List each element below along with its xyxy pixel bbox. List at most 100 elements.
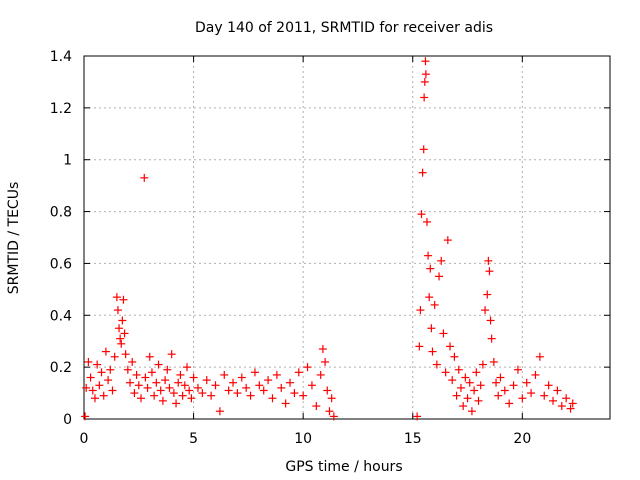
data-point xyxy=(187,394,196,403)
data-point xyxy=(321,357,330,366)
data-point xyxy=(509,381,518,390)
x-axis-label: GPS time / hours xyxy=(285,459,402,475)
data-point xyxy=(522,378,531,387)
data-point xyxy=(527,389,536,398)
data-point xyxy=(425,293,434,302)
tick-labels: 0 5 10 15 20 0 0.2 0.4 0.6 0.8 1 1.2 1.4 xyxy=(50,49,532,447)
y-tick-label: 0 xyxy=(63,412,72,428)
data-point xyxy=(150,391,159,400)
data-point xyxy=(229,378,238,387)
data-points xyxy=(81,57,577,421)
data-point xyxy=(419,145,428,154)
data-point xyxy=(307,381,316,390)
data-point xyxy=(123,365,132,374)
data-point xyxy=(424,251,433,260)
grid-lines xyxy=(84,56,610,419)
data-point xyxy=(255,381,264,390)
data-point xyxy=(318,344,327,353)
data-point xyxy=(126,378,135,387)
data-point xyxy=(421,57,430,66)
data-point xyxy=(185,386,194,395)
data-point xyxy=(549,396,558,405)
data-point xyxy=(439,329,448,338)
data-point xyxy=(327,394,336,403)
data-point xyxy=(420,77,429,86)
data-point xyxy=(492,378,501,387)
data-point xyxy=(165,383,174,392)
data-point xyxy=(325,407,334,416)
data-point xyxy=(544,381,553,390)
data-point xyxy=(463,394,472,403)
data-point xyxy=(415,342,424,351)
data-point xyxy=(211,381,220,390)
data-point xyxy=(88,386,97,395)
data-point xyxy=(446,342,455,351)
data-point xyxy=(86,373,95,382)
data-point xyxy=(443,236,452,245)
data-point xyxy=(118,316,127,325)
data-point xyxy=(485,267,494,276)
data-point xyxy=(474,396,483,405)
data-point xyxy=(220,370,229,379)
data-point xyxy=(329,412,338,421)
data-point xyxy=(430,300,439,309)
data-point xyxy=(147,368,156,377)
data-point xyxy=(224,386,233,395)
data-point xyxy=(478,360,487,369)
data-point xyxy=(82,383,91,392)
data-point xyxy=(193,383,202,392)
data-point xyxy=(518,394,527,403)
data-point xyxy=(421,70,430,79)
data-point xyxy=(486,316,495,325)
data-point xyxy=(152,378,161,387)
data-point xyxy=(90,394,99,403)
data-point xyxy=(489,357,498,366)
data-point xyxy=(121,350,130,359)
data-point xyxy=(202,376,211,385)
data-point xyxy=(459,402,468,411)
data-point xyxy=(143,383,152,392)
data-point xyxy=(183,363,192,372)
data-point xyxy=(435,272,444,281)
data-point xyxy=(467,407,476,416)
data-point xyxy=(158,396,167,405)
data-point xyxy=(233,389,242,398)
y-tick-label: 0.2 xyxy=(50,360,72,376)
data-point xyxy=(418,168,427,177)
data-point xyxy=(242,383,251,392)
data-point xyxy=(99,391,108,400)
data-point xyxy=(316,370,325,379)
data-point xyxy=(422,217,431,226)
y-tick-label: 1.4 xyxy=(50,49,72,65)
axis-ticks xyxy=(83,55,610,420)
x-tick-label: 0 xyxy=(80,431,89,447)
data-point xyxy=(494,391,503,400)
data-point xyxy=(413,412,422,421)
data-point xyxy=(448,376,457,385)
x-tick-label: 20 xyxy=(513,431,531,447)
data-point xyxy=(487,334,496,343)
data-point xyxy=(277,383,286,392)
data-point xyxy=(496,373,505,382)
data-point xyxy=(432,360,441,369)
data-point xyxy=(215,407,224,416)
data-point xyxy=(207,391,216,400)
data-point xyxy=(553,386,562,395)
data-point xyxy=(454,365,463,374)
data-point xyxy=(136,394,145,403)
x-tick-label: 15 xyxy=(404,431,422,447)
data-point xyxy=(299,391,308,400)
data-point xyxy=(286,378,295,387)
data-point xyxy=(481,306,490,315)
data-point xyxy=(84,357,93,366)
data-point xyxy=(417,210,426,219)
data-point xyxy=(465,378,474,387)
data-point xyxy=(180,381,189,390)
data-point xyxy=(95,381,104,390)
data-point xyxy=(112,293,121,302)
data-point xyxy=(115,324,124,333)
data-point xyxy=(535,352,544,361)
data-point xyxy=(428,347,437,356)
data-point xyxy=(531,370,540,379)
